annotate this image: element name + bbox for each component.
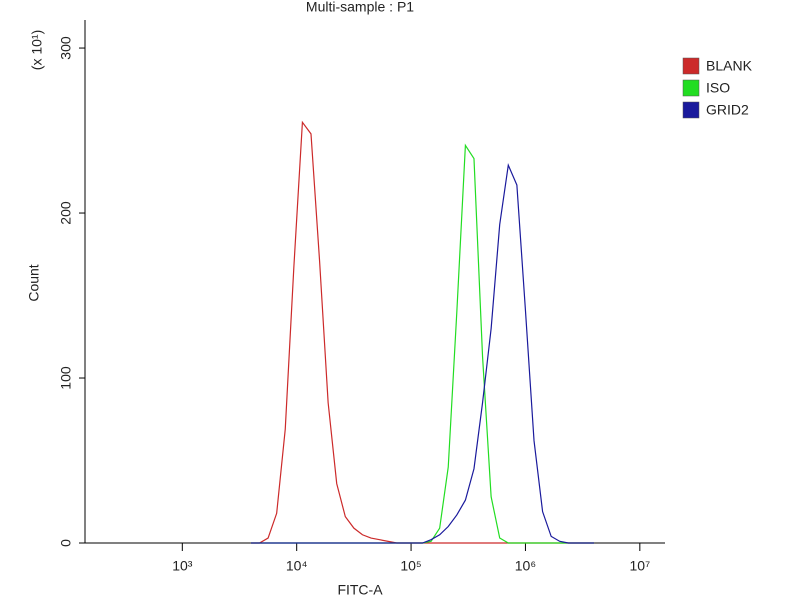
legend-swatch [682, 101, 700, 119]
x-axis-label: FITC-A [337, 582, 383, 598]
histogram-line [250, 163, 595, 544]
histogram-line [250, 143, 595, 544]
x-tick-label: 10⁷ [630, 558, 651, 574]
histogram-line [250, 120, 595, 544]
chart-title: Multi-sample : P1 [306, 0, 414, 15]
y-axis-label: Count [26, 264, 42, 301]
y-tick-label: 0 [58, 539, 74, 547]
y-multiplier: (x 10¹) [29, 30, 45, 70]
x-tick-label: 10⁴ [286, 558, 308, 574]
legend-swatch [682, 79, 700, 97]
x-tick-label: 10³ [172, 558, 193, 574]
legend-label: ISO [706, 80, 730, 96]
legend-swatch [682, 57, 700, 75]
y-tick-label: 100 [58, 366, 74, 390]
legend-label: BLANK [706, 58, 753, 74]
legend-label: GRID2 [706, 102, 749, 118]
y-tick-label: 300 [58, 36, 74, 60]
x-tick-label: 10⁵ [400, 558, 421, 574]
y-tick-label: 200 [58, 201, 74, 225]
x-tick-label: 10⁶ [515, 558, 536, 574]
